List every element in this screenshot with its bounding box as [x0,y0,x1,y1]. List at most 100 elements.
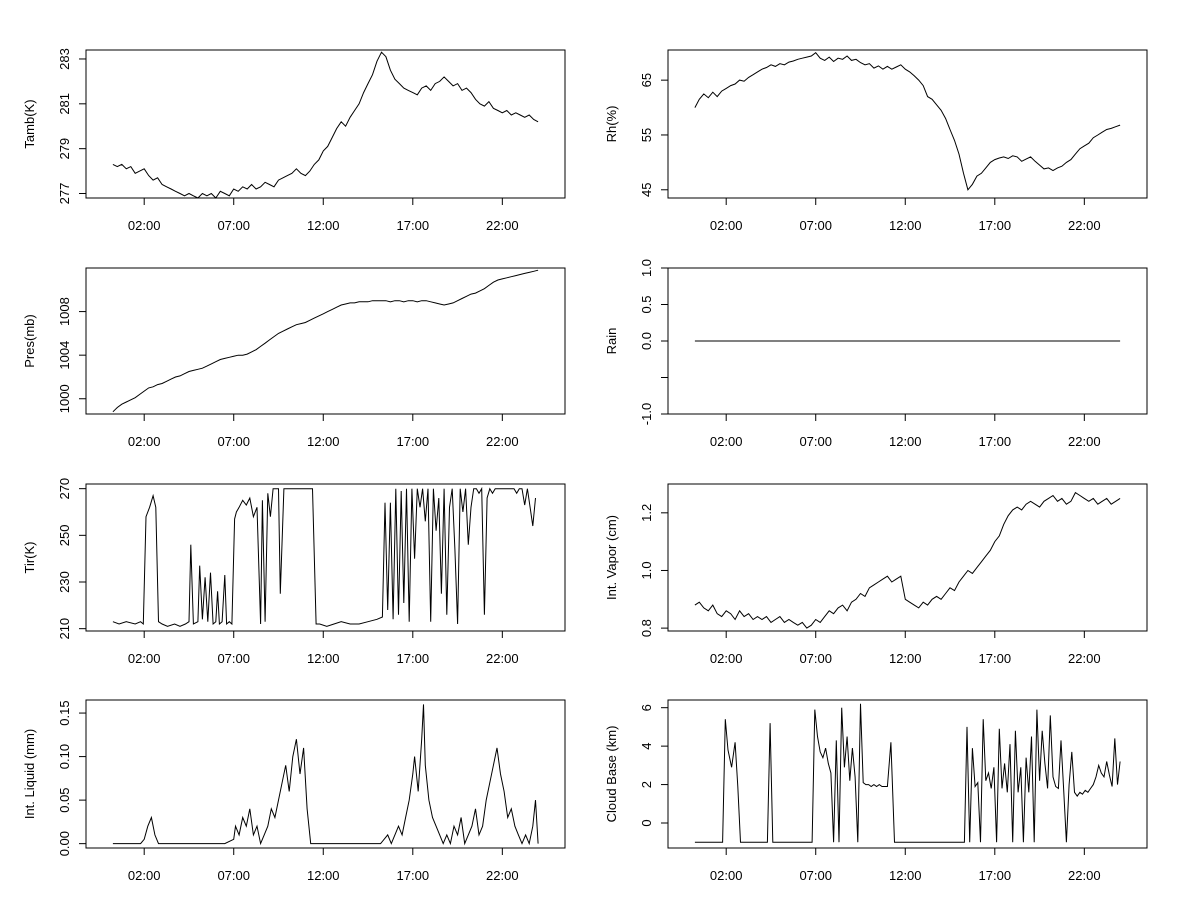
y-axis-title: Int. Vapor (cm) [604,515,619,600]
plot-frame [667,483,1148,632]
x-axis: 02:00 07:00 12:00 17:00 22:00 [710,414,1101,449]
y-tick-label: 0.10 [57,744,72,769]
y-axis: 210 230 250 270 [57,478,86,640]
y-tick-label: 281 [57,93,72,115]
y-axis-title: Tir(K) [22,541,37,573]
x-axis: 02:00 07:00 12:00 17:00 22:00 [710,848,1101,883]
x-tick-label: 12:00 [307,868,340,883]
x-tick-label: 17:00 [979,218,1012,233]
y-tick-label: 1008 [57,297,72,326]
y-tick-label: 0.5 [639,295,654,313]
x-axis: 02:00 07:00 12:00 17:00 22:00 [128,848,519,883]
y-tick-label: 2 [639,781,654,788]
y-tick-label: 270 [57,478,72,500]
y-tick-label: 0.05 [57,787,72,812]
x-tick-label: 02:00 [128,868,161,883]
panel-1: 02:00 07:00 12:00 17:00 22:00 277 279 281 283 Tam… [22,48,566,233]
series-line [694,703,1121,843]
x-tick-label: 17:00 [979,434,1012,449]
x-tick-label: 12:00 [889,218,922,233]
x-axis: 02:00 07:00 12:00 17:00 22:00 [128,631,519,666]
panel-8: 02:00 07:00 12:00 17:00 22:00 0 2 4 6 Cloud Base … [604,699,1148,883]
y-tick-label: 45 [639,183,654,197]
x-tick-label: 22:00 [1068,651,1101,666]
plot-frame [85,49,566,199]
x-tick-label: 02:00 [710,218,743,233]
y-tick-label: 65 [639,73,654,87]
y-tick-label: 250 [57,524,72,546]
y-axis: 0 2 4 6 [639,704,668,827]
panel-6: 02:00 07:00 12:00 17:00 22:00 0.8 1.0 1.2 Int. V… [604,483,1148,666]
y-tick-label: 1000 [57,384,72,413]
x-tick-label: 22:00 [486,434,519,449]
series-line [694,491,1121,629]
y-axis: 0.00 0.05 0.10 0.15 [57,700,86,856]
x-tick-label: 02:00 [710,651,743,666]
x-tick-label: 07:00 [217,868,250,883]
y-tick-label: 0.00 [57,831,72,856]
y-axis-title: Rain [604,328,619,355]
panel-7: 02:00 07:00 12:00 17:00 22:00 0.00 0.05 0.10 0.1… [22,699,566,883]
x-tick-label: 02:00 [710,434,743,449]
y-axis-title: Int. Liquid (mm) [22,729,37,819]
x-tick-label: 17:00 [979,651,1012,666]
series-line [112,704,539,846]
x-tick-label: 22:00 [486,868,519,883]
panel-5: 02:00 07:00 12:00 17:00 22:00 210 230 250 270 Tir… [22,478,566,666]
x-tick-label: 12:00 [889,868,922,883]
series-line [694,52,1121,191]
y-axis-title: Tamb(K) [22,99,37,148]
x-tick-label: 22:00 [1068,434,1101,449]
x-tick-label: 12:00 [307,218,340,233]
y-tick-label: 277 [57,183,72,205]
y-tick-label: 1004 [57,341,72,370]
x-tick-label: 07:00 [799,868,832,883]
plot-frame [85,267,566,415]
y-axis: 1000 1004 1008 [57,297,86,413]
y-tick-label: 283 [57,48,72,70]
y-tick-label: 0.15 [57,700,72,725]
y-tick-label: 210 [57,618,72,640]
y-tick-label: 230 [57,571,72,593]
y-axis-title: Cloud Base (km) [604,726,619,823]
x-tick-label: 07:00 [217,218,250,233]
x-tick-label: 07:00 [799,434,832,449]
x-axis: 02:00 07:00 12:00 17:00 22:00 [128,198,519,233]
series-line [112,269,539,413]
x-tick-label: 22:00 [486,651,519,666]
x-tick-label: 12:00 [307,651,340,666]
y-tick-label: -1.0 [639,403,654,425]
y-tick-label: 1.0 [639,561,654,579]
x-tick-label: 17:00 [397,651,430,666]
x-tick-label: 22:00 [1068,868,1101,883]
y-tick-label: 6 [639,704,654,711]
x-tick-label: 17:00 [979,868,1012,883]
y-axis-title: Rh(%) [604,106,619,143]
panel-3: 02:00 07:00 12:00 17:00 22:00 1000 1004 1008 Pre… [22,267,566,449]
plot-frame [667,699,1148,849]
series-line [112,486,536,627]
y-tick-label: 0.0 [639,332,654,350]
x-tick-label: 12:00 [889,651,922,666]
x-axis: 02:00 07:00 12:00 17:00 22:00 [710,198,1101,233]
y-axis-title: Pres(mb) [22,314,37,367]
x-tick-label: 22:00 [1068,218,1101,233]
x-tick-label: 12:00 [889,434,922,449]
y-tick-label: 55 [639,128,654,142]
y-axis: -1.0 0.0 0.5 1.0 [639,259,668,425]
y-tick-label: 0.8 [639,619,654,637]
x-tick-label: 02:00 [128,651,161,666]
x-tick-label: 17:00 [397,434,430,449]
y-tick-label: 4 [639,743,654,750]
plot-frame [85,699,566,849]
x-tick-label: 17:00 [397,868,430,883]
panel-2: 02:00 07:00 12:00 17:00 22:00 45 55 65 Rh(%) [604,49,1148,233]
x-tick-label: 12:00 [307,434,340,449]
x-axis: 02:00 07:00 12:00 17:00 22:00 [710,631,1101,666]
y-axis: 45 55 65 [639,73,668,197]
y-tick-label: 1.0 [639,259,654,277]
y-axis: 0.8 1.0 1.2 [639,504,668,637]
x-tick-label: 17:00 [397,218,430,233]
x-tick-label: 02:00 [128,434,161,449]
